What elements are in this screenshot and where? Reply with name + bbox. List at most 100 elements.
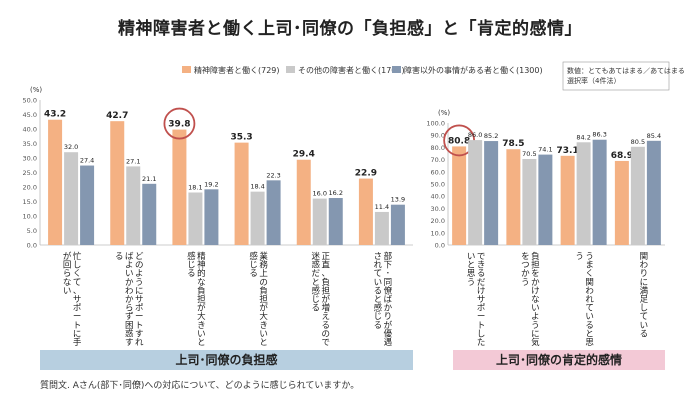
bar xyxy=(506,149,521,245)
bar xyxy=(204,189,219,245)
data-label: 85.2 xyxy=(484,132,498,140)
category-label: うまく関われていると思 xyxy=(585,252,594,348)
bar xyxy=(592,139,607,245)
data-label: 18.1 xyxy=(188,184,202,192)
highlight-circle xyxy=(163,107,196,140)
bar xyxy=(126,166,141,245)
bar xyxy=(522,158,537,245)
bar xyxy=(328,198,343,245)
data-label: 22.9 xyxy=(355,169,377,179)
bar xyxy=(484,141,499,245)
data-label: 85.4 xyxy=(647,132,661,140)
bar xyxy=(452,146,467,245)
y-tick-label: 40.0 xyxy=(431,193,445,201)
category-label: 感じる xyxy=(187,251,196,279)
note-box xyxy=(562,61,670,91)
data-label: 35.3 xyxy=(230,133,252,143)
page-title: 精神障害者と働く上司･同僚の「負担感」と「肯定的感情」 xyxy=(118,19,582,39)
legend-swatch xyxy=(392,66,401,73)
data-label: 16.2 xyxy=(329,189,343,197)
data-label: 84.2 xyxy=(576,133,590,141)
bar xyxy=(48,119,63,245)
legend-swatch xyxy=(182,66,191,73)
y-tick-label: 30.0 xyxy=(23,155,37,163)
data-label: 22.3 xyxy=(266,171,280,179)
legend-label: 障害以外の事情がある者と働く(1300) xyxy=(404,65,543,75)
bar xyxy=(64,152,79,245)
data-label: 32.0 xyxy=(64,143,78,151)
bar xyxy=(188,192,203,245)
bar xyxy=(630,146,645,245)
bar xyxy=(80,165,95,245)
data-label: 13.9 xyxy=(391,196,405,204)
bar xyxy=(312,198,327,245)
legend-swatch xyxy=(286,66,295,73)
category-label: をつかう xyxy=(521,252,530,288)
bar xyxy=(390,204,405,245)
y-tick-label: 25.0 xyxy=(23,169,37,177)
y-axis-unit: (%) xyxy=(438,109,450,117)
category-label: ばよいかわからず困惑す xyxy=(125,252,134,348)
bar xyxy=(560,155,575,245)
data-label: 29.4 xyxy=(293,150,315,160)
category-label: 正直、負担が増えるので xyxy=(321,252,330,348)
legend-label: 精神障害者と働く(729) xyxy=(194,65,280,75)
bar xyxy=(646,140,661,245)
y-tick-label: 5.0 xyxy=(27,227,37,235)
bar xyxy=(468,140,483,245)
category-label: る xyxy=(115,252,124,262)
bar xyxy=(266,180,281,245)
bar xyxy=(172,129,187,245)
y-tick-label: 90.0 xyxy=(431,132,445,140)
y-axis-unit: (%) xyxy=(30,86,42,94)
bar xyxy=(358,178,373,245)
data-label: 78.5 xyxy=(502,139,524,149)
category-label: どのようにサポートすれ xyxy=(135,252,144,348)
bar xyxy=(296,159,311,245)
category-label: できるだけサポートした xyxy=(477,252,486,348)
y-tick-label: 30.0 xyxy=(431,205,445,213)
bar xyxy=(576,142,591,245)
y-tick-label: 70.0 xyxy=(431,156,445,164)
y-tick-label: 40.0 xyxy=(23,126,37,134)
y-tick-label: 20.0 xyxy=(23,184,37,192)
legend-label: その他の障害者と働く(1709) xyxy=(298,65,405,75)
category-label: いと思う xyxy=(467,252,476,288)
category-label: が回らない xyxy=(63,251,72,296)
y-tick-label: 45.0 xyxy=(23,111,37,119)
data-label: 16.0 xyxy=(313,190,327,198)
bar xyxy=(234,142,249,245)
bar xyxy=(142,183,157,245)
data-label: 42.7 xyxy=(106,111,128,121)
data-label: 70.5 xyxy=(522,150,536,158)
data-label: 80.8 xyxy=(448,136,470,146)
category-label: 関わりに満足している xyxy=(640,252,649,339)
data-label: 86.0 xyxy=(468,131,482,139)
data-label: 27.1 xyxy=(126,157,140,165)
category-label: 忙しくて、サポートに手 xyxy=(73,251,82,348)
data-label: 21.1 xyxy=(142,175,156,183)
category-label: う xyxy=(575,252,584,262)
y-tick-label: 60.0 xyxy=(431,168,445,176)
y-tick-label: 15.0 xyxy=(23,198,37,206)
bar xyxy=(538,154,553,245)
question-text: 質問文. Aさん(部下･同僚)への対応について、どのように感じられていますか。 xyxy=(40,381,360,391)
note-text: 数値：とてもあてはまる／あてはまる xyxy=(567,66,685,75)
category-label: 迷惑だと感じる xyxy=(311,251,320,314)
category-label: 感じる xyxy=(249,251,258,279)
y-tick-label: 50.0 xyxy=(23,97,37,105)
y-tick-label: 80.0 xyxy=(431,144,445,152)
data-label: 19.2 xyxy=(204,180,218,188)
bar xyxy=(110,121,125,245)
category-label: 業務上の負担が大きいと xyxy=(259,251,268,348)
data-label: 39.8 xyxy=(168,120,190,130)
y-tick-label: 10.0 xyxy=(431,229,445,237)
data-label: 18.4 xyxy=(250,183,264,191)
data-label: 43.2 xyxy=(44,110,66,120)
data-label: 74.1 xyxy=(538,146,552,154)
bar xyxy=(374,211,389,245)
y-tick-label: 100.0 xyxy=(426,120,445,128)
data-label: 11.4 xyxy=(375,203,389,211)
y-tick-label: 0.0 xyxy=(27,242,37,250)
data-label: 68.9 xyxy=(611,151,633,161)
